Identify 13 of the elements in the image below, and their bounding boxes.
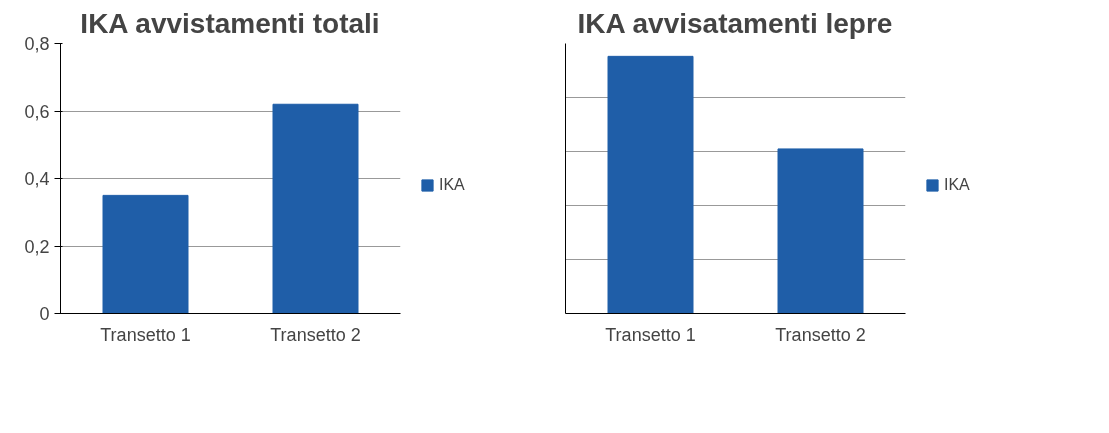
y-tick-label: 0,6 bbox=[24, 101, 50, 122]
x-tick-label: Transetto 2 bbox=[270, 324, 361, 345]
y-tick-label: 0,8 bbox=[24, 34, 50, 54]
legend-label: IKA bbox=[944, 175, 970, 194]
x-tick-label: Transetto 2 bbox=[775, 324, 866, 345]
chart-title: IKA avvisatamenti lepre bbox=[577, 7, 893, 39]
x-tick-label: Transetto 1 bbox=[605, 324, 696, 345]
legend-label: IKA bbox=[439, 175, 465, 194]
y-tick-label: 0,2 bbox=[24, 236, 50, 257]
y-tick-label: 0 bbox=[39, 304, 50, 324]
x-tick-label: Transetto 1 bbox=[100, 324, 191, 345]
y-tick-label: 0,4 bbox=[24, 169, 50, 189]
chart-title: IKA avvistamenti totali bbox=[80, 7, 380, 39]
